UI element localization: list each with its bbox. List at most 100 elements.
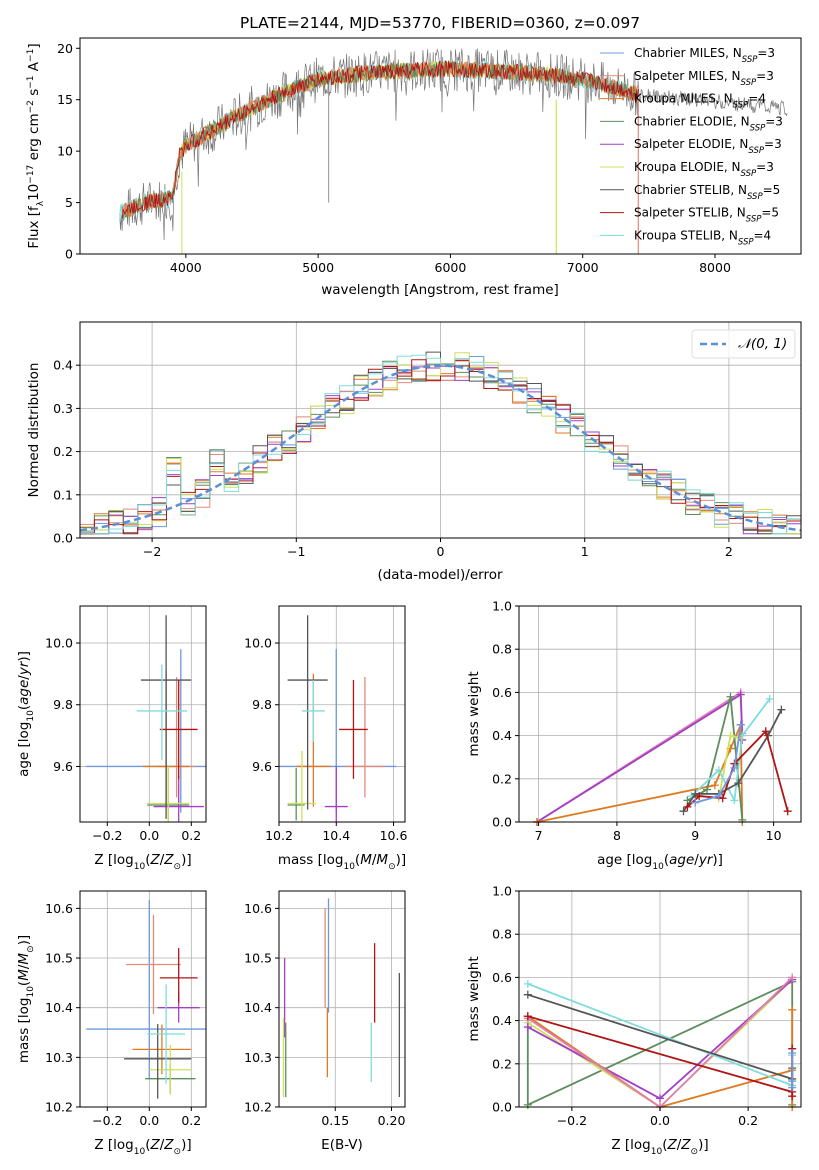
age-vs-Z-ticks: −0.2 0.0 0.2 9.6 9.8 10.0 <box>45 636 201 843</box>
weight-marker-kroupa_stelib <box>523 979 532 988</box>
age-vs-Z-plot-area <box>86 615 206 822</box>
weight-line-chabrier_stelib <box>682 709 783 812</box>
weight-marker-chabrier_elodie <box>703 785 711 794</box>
x-tick-label: 0.2 <box>738 1113 758 1128</box>
y-tick-label: 10.4 <box>244 1000 272 1015</box>
mass-vs-Z-plot-area <box>86 899 206 1099</box>
x-tick-label: 7000 <box>567 260 599 275</box>
mass-vs-EBV-grid <box>279 891 405 1108</box>
weight-marker-salpeter_stelib <box>523 1012 532 1021</box>
residuals-plot-area <box>79 351 802 535</box>
age-vs-mass-grid <box>278 606 405 822</box>
mass-vs-Z-panel: −0.2 0.0 0.2 10.2 10.3 10.4 10.5 10.6 Z [log10(… <box>16 890 207 1157</box>
weight-marker-salpeter_elodie <box>656 1094 664 1103</box>
y-tick-label: 10.2 <box>45 1100 73 1115</box>
weight-marker-chabrier_miles <box>691 798 700 807</box>
y-tick-label: 10.3 <box>45 1050 73 1065</box>
x-tick-label: −1 <box>287 544 305 559</box>
weight-marker-salpeter_stelib <box>695 792 704 801</box>
histogram-salpeter_stelib <box>80 359 801 535</box>
spectrum-legend-label: Kroupa STELIB, NSSP=4 <box>634 228 771 247</box>
residuals-legend-box <box>691 329 796 359</box>
weight-vs-age-axes-frame <box>518 605 802 823</box>
y-tick-label: 10.5 <box>45 951 73 966</box>
spectrum-axes-frame <box>79 37 802 255</box>
y-tick-label: 10.0 <box>45 636 73 651</box>
x-tick-label: 0.2 <box>181 1113 201 1128</box>
x-tick-label: 10.4 <box>322 828 350 843</box>
weight-marker-chabrier_miles <box>730 764 739 772</box>
histogram-kroupa_stelib <box>80 354 801 535</box>
x-tick-label: 0.0 <box>139 1113 159 1128</box>
spectrum-legend-label: Chabrier STELIB, NSSP=5 <box>634 183 780 202</box>
weight-marker-salpeter_elodie <box>523 1023 532 1032</box>
weight-vs-Z-panel: −0.2 0.0 0.2 0.0 0.2 0.4 0.6 0.8 1.0 Z [log10(Z/… <box>466 884 802 1157</box>
weight-marker-chabrier_elodie <box>523 1100 532 1109</box>
x-tick-label: 10 <box>766 828 782 843</box>
residuals-ticks: −2 −1 0 1 2 0.0 0.1 0.2 0.3 0.4 <box>53 358 733 559</box>
age-vs-Z-axes-frame <box>79 605 207 823</box>
weight-marker-chabrier_elodie <box>738 815 747 824</box>
y-tick-label: 0.4 <box>492 728 512 743</box>
x-tick-label: 0.15 <box>321 1113 349 1128</box>
x-tick-label: 7 <box>535 828 543 843</box>
x-tick-label: −0.2 <box>92 828 122 843</box>
weight-marker-salpeter_stelib <box>683 802 692 811</box>
y-tick-label: 0.8 <box>492 927 512 942</box>
y-tick-label: 0.0 <box>53 531 73 546</box>
spectrum-x-label: wavelength [Angstrom, rest frame] <box>321 282 559 298</box>
x-tick-label: 5000 <box>302 260 334 275</box>
y-tick-label: 9.6 <box>53 759 73 774</box>
spectrum-line-salpeter_stelib <box>121 60 639 219</box>
spectrum-title: PLATE=2144, MJD=53770, FIBERID=0360, z=0… <box>240 14 640 32</box>
weight-vs-age-ticks: 7 8 9 10 0.0 0.2 0.4 0.6 0.8 1.0 <box>492 599 781 844</box>
weight-marker-chabrier_elodie <box>726 692 735 701</box>
x-tick-label: 0.2 <box>181 828 201 843</box>
weight-line-salpeter_elodie <box>536 693 744 823</box>
y-tick-label: 10.0 <box>244 636 272 651</box>
spectrum-panel: PLATE=2144, MJD=53770, FIBERID=0360, z=0… <box>26 14 802 298</box>
y-tick-label: 0.3 <box>53 401 73 416</box>
weight-vs-age-x-label: age [log10(age/yr)] <box>597 852 723 872</box>
spectrum-legend-label: Salpeter ELODIE, NSSP=3 <box>634 137 782 156</box>
x-tick-label: 8 <box>613 828 621 843</box>
mass-vs-EBV-plot-area <box>282 898 401 1098</box>
weight-marker-kroupa_stelib <box>730 796 739 805</box>
y-tick-label: 9.8 <box>53 697 73 712</box>
y-tick-label: 10.2 <box>244 1100 272 1115</box>
x-tick-label: 0.20 <box>378 1113 406 1128</box>
weight-marker-pink_line <box>788 973 797 982</box>
weight-marker-salpeter_stelib <box>788 1092 797 1101</box>
spectrum-legend-label: Kroupa ELODIE, NSSP=3 <box>634 160 774 179</box>
y-tick-label: 1.0 <box>492 599 512 614</box>
y-tick-label: 10.6 <box>45 901 73 916</box>
y-tick-label: 5 <box>65 195 73 210</box>
x-tick-label: 9 <box>691 828 699 843</box>
mass-vs-Z-y-label: mass [log10(M/M⊙)] <box>16 935 36 1063</box>
y-tick-label: 10 <box>57 144 73 159</box>
mass-vs-Z-axes-frame <box>79 890 207 1108</box>
age-vs-mass-panel: 10.2 10.4 10.6 9.6 9.8 10.0 mass [log10(M/M⊙)… <box>244 605 408 872</box>
residuals-legend: 𝒩(0, 1) <box>691 329 796 359</box>
residuals-legend-label: 𝒩(0, 1) <box>738 336 787 352</box>
mass-vs-EBV-ticks: 0.15 0.20 10.2 10.3 10.4 10.5 10.6 <box>244 901 405 1128</box>
y-tick-label: 10.3 <box>244 1050 272 1065</box>
age-vs-mass-axes-frame <box>278 605 406 823</box>
age-vs-mass-x-label: mass [log10(M/M⊙)] <box>278 852 406 872</box>
weight-vs-Z-x-label: Z [log10(Z/Z⊙)] <box>611 1137 708 1157</box>
spectrum-y-label: Flux [fλ10−17 erg cm−2 s−1 A−1] <box>26 43 46 248</box>
x-tick-label: 8000 <box>699 260 731 275</box>
age-vs-Z-grid <box>80 606 206 822</box>
spectrum-legend-label: Salpeter MILES, NSSP=3 <box>634 69 774 88</box>
y-tick-label: 0 <box>65 247 73 262</box>
y-tick-label: 15 <box>57 92 73 107</box>
weight-marker-kroupa_miles <box>788 1005 797 1014</box>
residuals-panel: −2 −1 0 1 2 0.0 0.1 0.2 0.3 0.4 (data-model)/erro… <box>26 321 802 583</box>
age-vs-Z-panel: −0.2 0.0 0.2 9.6 9.8 10.0 Z [log10(Z/Z⊙)] age… <box>16 605 207 872</box>
gaussian-curve <box>79 364 802 532</box>
mass-vs-EBV-panel: 0.15 0.20 10.2 10.3 10.4 10.5 10.6 E(B-V) <box>244 890 406 1153</box>
y-tick-label: 0.4 <box>492 1013 512 1028</box>
residuals-x-label: (data-model)/error <box>377 567 503 583</box>
weight-vs-Z-y-label: mass weight <box>466 956 482 1041</box>
